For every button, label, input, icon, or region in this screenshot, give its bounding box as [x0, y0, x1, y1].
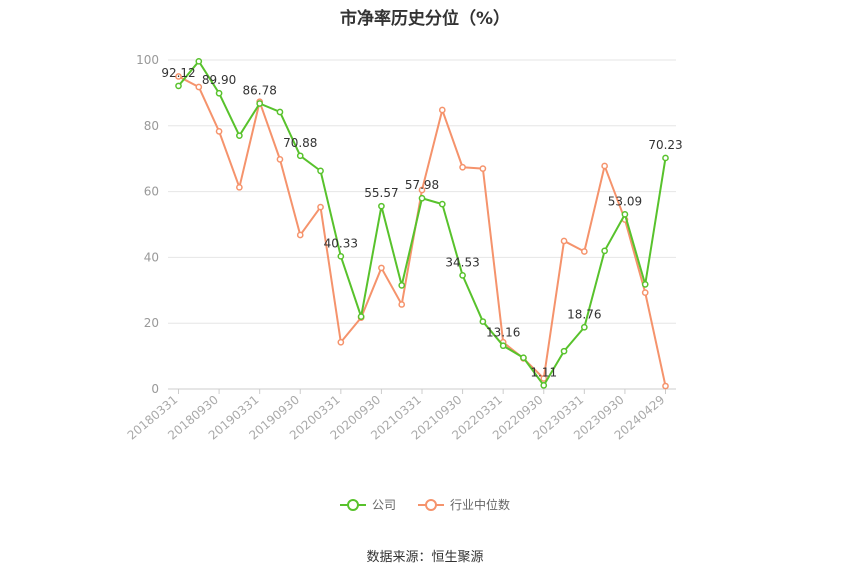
legend-label-industry-median: 行业中位数 — [450, 498, 511, 512]
data-point — [175, 82, 182, 90]
y-tick-label: 80 — [144, 119, 159, 133]
data-point — [438, 106, 446, 114]
legend-swatch-industry-median — [418, 498, 444, 512]
data-point — [459, 272, 466, 279]
data-label: 57.98 — [405, 178, 439, 192]
data-point — [641, 281, 649, 288]
data-label: 89.90 — [202, 73, 236, 87]
data-point — [580, 248, 588, 255]
data-point — [296, 152, 304, 160]
data-label: 40.33 — [324, 236, 358, 250]
data-point — [398, 282, 406, 289]
data-label: 70.88 — [283, 136, 317, 150]
data-point — [215, 89, 223, 97]
data-point — [236, 183, 243, 191]
data-point — [662, 382, 669, 390]
data-point — [195, 57, 203, 65]
data-label: 18.76 — [567, 307, 601, 321]
data-point — [337, 338, 345, 346]
chart-title: 市净率历史分位（%） — [339, 9, 511, 29]
y-tick-label: 0 — [151, 382, 159, 396]
data-point — [438, 200, 446, 208]
series-line — [177, 60, 667, 387]
data-point — [479, 165, 487, 172]
data-point — [276, 108, 284, 116]
data-point — [459, 163, 466, 171]
data-label: 1.11 — [530, 365, 557, 379]
data-point — [520, 354, 527, 362]
data-point — [236, 132, 243, 140]
data-point — [601, 162, 608, 170]
data-point — [540, 375, 548, 382]
data-point — [601, 247, 608, 255]
legend-item-industry-median[interactable]: 行业中位数 — [418, 496, 510, 513]
data-point — [580, 323, 588, 331]
data-point — [256, 100, 264, 107]
data-label: 55.57 — [364, 186, 398, 200]
data-label: 70.23 — [648, 138, 682, 152]
data-point — [296, 231, 304, 239]
data-label: 92.12 — [161, 66, 195, 80]
data-point — [479, 318, 487, 325]
data-label: 86.78 — [242, 83, 276, 97]
data-point — [357, 313, 365, 320]
y-tick-label: 20 — [144, 316, 159, 330]
data-point — [560, 347, 568, 355]
legend-label-company: 公司 — [371, 498, 396, 512]
data-point — [378, 264, 385, 272]
data-point — [317, 203, 324, 211]
data-point — [560, 237, 568, 245]
data-point — [418, 186, 426, 194]
legend: 公司 行业中位数 — [0, 496, 850, 513]
data-point — [195, 83, 203, 91]
legend-item-company[interactable]: 公司 — [339, 496, 396, 513]
data-point — [641, 289, 649, 296]
data-point — [337, 252, 345, 260]
y-tick-label: 100 — [136, 53, 159, 67]
data-point — [621, 210, 629, 218]
data-label: 34.53 — [445, 255, 479, 269]
data-point — [175, 73, 182, 80]
data-point — [398, 301, 406, 308]
data-point — [662, 154, 669, 162]
series-line — [178, 75, 667, 387]
data-point — [499, 342, 507, 350]
data-source-note: 数据来源：恒生聚源 — [366, 550, 484, 565]
data-point — [276, 156, 284, 163]
y-tick-label: 60 — [144, 185, 159, 199]
data-point — [215, 128, 223, 135]
legend-swatch-company — [339, 498, 366, 512]
data-label: 53.09 — [608, 194, 642, 208]
data-point — [540, 381, 548, 389]
data-point — [317, 167, 324, 175]
data-point — [418, 194, 426, 202]
data-point — [378, 202, 385, 210]
y-tick-label: 40 — [144, 250, 159, 264]
data-label: 13.16 — [486, 326, 520, 340]
